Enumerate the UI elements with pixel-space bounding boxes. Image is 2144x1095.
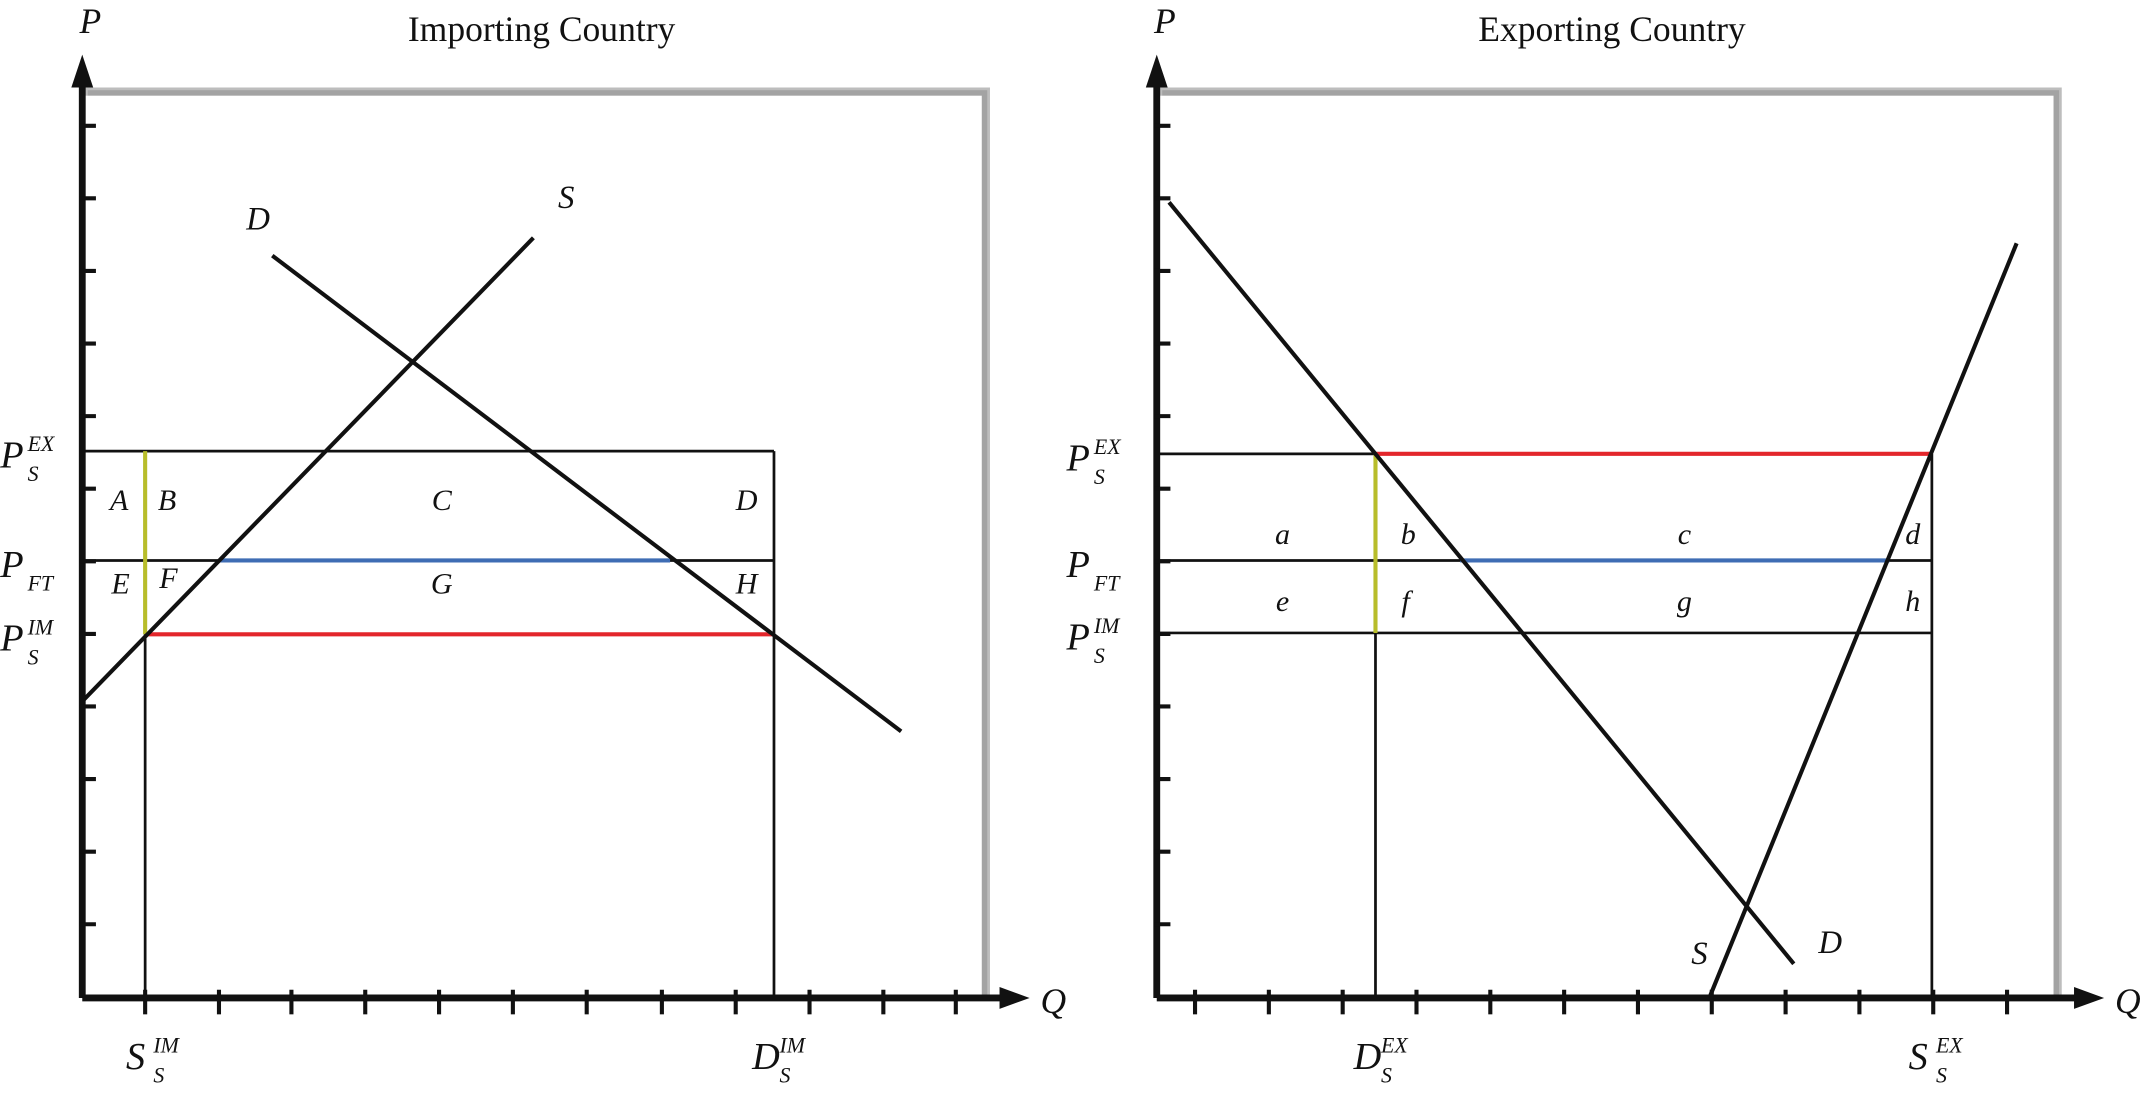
supply-curve bbox=[80, 236, 535, 703]
price-label-sub: S bbox=[28, 645, 39, 669]
area-label: h bbox=[1905, 584, 1920, 618]
demand-label: D bbox=[1817, 925, 1842, 961]
area-label: d bbox=[1905, 517, 1921, 551]
area-label: G bbox=[431, 566, 453, 600]
panel-title: Exporting Country bbox=[1478, 9, 1746, 49]
quantity-label-sup: EX bbox=[1935, 1034, 1964, 1058]
price-label-sup: IM bbox=[1093, 614, 1121, 638]
x-axis-label: Q bbox=[1041, 981, 1067, 1021]
y-arrow bbox=[1145, 54, 1168, 88]
area-label: B bbox=[158, 483, 176, 517]
quantity-label-sub: S bbox=[779, 1064, 790, 1088]
supply-label: S bbox=[1691, 936, 1707, 972]
price-label-base: P bbox=[1066, 437, 1090, 479]
price-label-base: P bbox=[0, 435, 24, 477]
x-axis-label: Q bbox=[2115, 981, 2141, 1021]
area-label: A bbox=[108, 483, 129, 517]
area-label: g bbox=[1677, 584, 1692, 618]
area-label: e bbox=[1276, 584, 1289, 618]
price-label-sub: FT bbox=[1093, 572, 1121, 596]
price-label-sup: EX bbox=[1093, 435, 1122, 459]
demand-curve bbox=[1167, 201, 1796, 966]
price-label-sub: S bbox=[1094, 644, 1105, 668]
quantity-label-sup: EX bbox=[1380, 1034, 1409, 1058]
quantity-label-sub: S bbox=[1936, 1064, 1947, 1088]
supply-curve bbox=[1708, 242, 2019, 996]
x-arrow bbox=[999, 987, 1030, 1009]
x-arrow bbox=[2074, 987, 2105, 1009]
price-label-base: P bbox=[1066, 544, 1090, 586]
quantity-label-base: S bbox=[1909, 1036, 1928, 1078]
demand-curve bbox=[271, 254, 903, 734]
quantity-label-sup: IM bbox=[152, 1034, 180, 1058]
quantity-label-sup: IM bbox=[778, 1034, 806, 1058]
area-label: c bbox=[1678, 517, 1692, 551]
supply-label: S bbox=[558, 180, 574, 216]
quantity-label-base: D bbox=[751, 1036, 780, 1078]
y-axis-label: P bbox=[1153, 1, 1176, 41]
area-label: H bbox=[735, 566, 760, 600]
quantity-label-base: D bbox=[1353, 1036, 1382, 1078]
quantity-label-base: S bbox=[126, 1036, 145, 1078]
panel-title: Importing Country bbox=[408, 9, 676, 49]
quantity-label-sub: S bbox=[153, 1064, 164, 1088]
demand-label: D bbox=[245, 202, 270, 238]
price-label-sub: S bbox=[1094, 465, 1105, 489]
price-label-base: P bbox=[0, 544, 24, 586]
price-label-sub: FT bbox=[27, 572, 55, 596]
area-label: C bbox=[432, 483, 453, 517]
area-label: a bbox=[1275, 517, 1290, 551]
quantity-label-sub: S bbox=[1381, 1064, 1392, 1088]
price-label-base: P bbox=[0, 618, 24, 660]
y-arrow bbox=[71, 54, 94, 88]
panel-background bbox=[1156, 95, 2054, 998]
price-label-sup: IM bbox=[27, 615, 55, 639]
area-label: b bbox=[1401, 517, 1416, 551]
area-label: E bbox=[110, 566, 129, 600]
price-label-sup: EX bbox=[27, 432, 56, 456]
panel-background bbox=[82, 95, 982, 998]
area-label: F bbox=[158, 561, 178, 595]
area-label: D bbox=[735, 483, 758, 517]
y-axis-label: P bbox=[79, 1, 102, 41]
price-label-base: P bbox=[1066, 616, 1090, 658]
price-label-sub: S bbox=[28, 462, 39, 486]
